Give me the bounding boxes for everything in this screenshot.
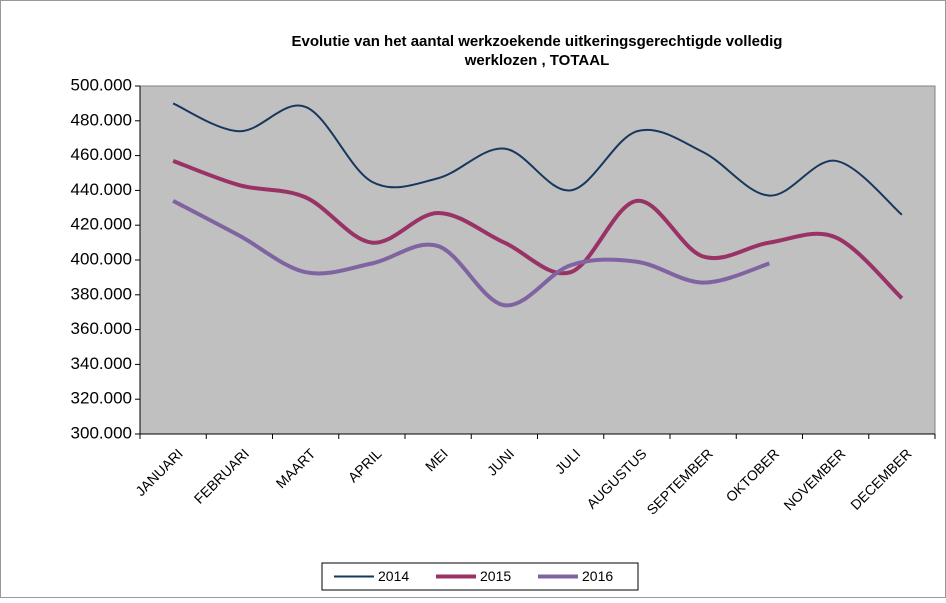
y-tick-label: 480.000 — [71, 110, 132, 129]
chart-title: Evolutie van het aantal werkzoekende uit… — [292, 33, 783, 50]
legend-label: 2016 — [582, 568, 613, 584]
y-tick-label: 360.000 — [71, 319, 132, 338]
legend-label: 2014 — [378, 568, 409, 584]
y-tick-label: 440.000 — [71, 180, 132, 199]
y-tick-label: 340.000 — [71, 354, 132, 373]
legend-label: 2015 — [480, 568, 511, 584]
series-line — [172, 158, 904, 300]
y-tick-label: 320.000 — [71, 389, 132, 408]
y-tick-label: 500.000 — [71, 75, 132, 94]
y-tick-label: 380.000 — [71, 284, 132, 303]
y-tick-label: 460.000 — [71, 145, 132, 164]
y-tick-label: 400.000 — [71, 249, 132, 268]
y-tick-label: 420.000 — [71, 215, 132, 234]
series-line — [172, 199, 770, 308]
legend-box — [321, 562, 639, 591]
chart-title: werklozen , TOTAAL — [464, 52, 609, 69]
y-tick-label: 300.000 — [71, 423, 132, 442]
series-line — [172, 102, 903, 216]
plot-area — [139, 85, 936, 435]
